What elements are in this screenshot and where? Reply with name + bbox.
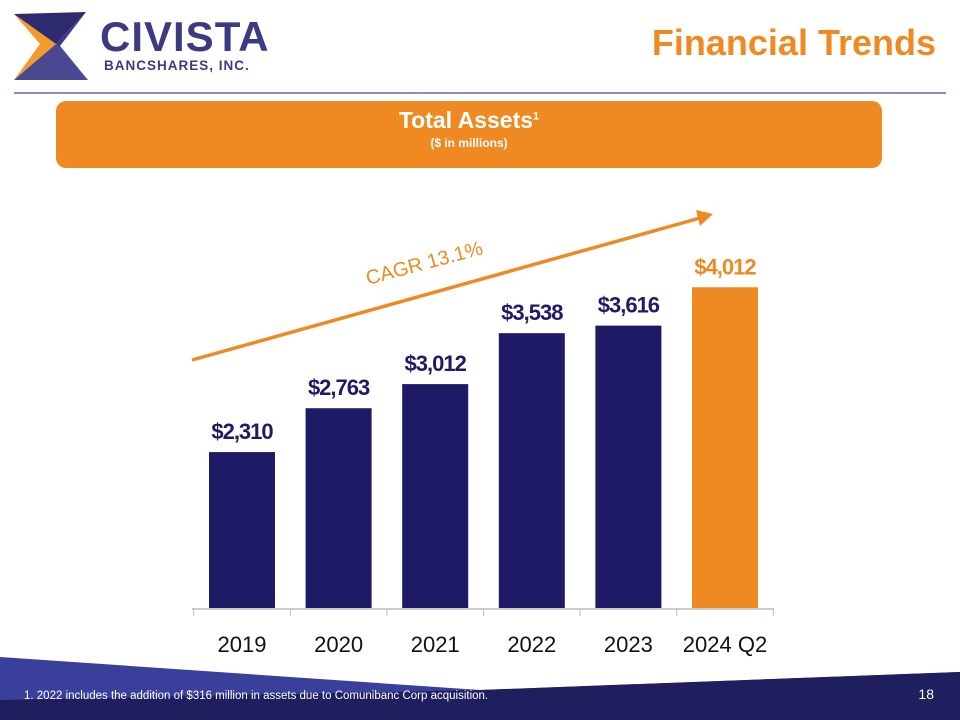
page-title: Financial Trends bbox=[651, 22, 936, 63]
bar-2019 bbox=[209, 452, 275, 608]
banner-subtitle: ($ in millions) bbox=[430, 136, 508, 150]
bar-2021 bbox=[402, 384, 469, 608]
data-label: $4,012 bbox=[694, 254, 756, 279]
logo-mark-icon bbox=[14, 12, 88, 80]
page-number: 18 bbox=[918, 686, 934, 702]
cagr-arrow bbox=[191, 210, 713, 362]
bar-2024-q2 bbox=[692, 287, 758, 608]
logo-name: CIVISTA bbox=[100, 13, 270, 60]
bar-2022 bbox=[498, 333, 565, 608]
data-label: $2,763 bbox=[308, 375, 370, 400]
data-label: $3,538 bbox=[501, 300, 563, 325]
x-tick-label: 2024 Q2 bbox=[683, 632, 767, 657]
chart-banner: Total Assets1 ($ in millions) bbox=[56, 101, 882, 168]
logo-subtitle: BANCSHARES, INC. bbox=[104, 58, 250, 73]
x-tick-label: 2019 bbox=[218, 632, 267, 657]
footnote: 1. 2022 includes the addition of $316 mi… bbox=[24, 690, 489, 702]
footer-band-dark bbox=[400, 672, 960, 720]
bar-2020 bbox=[305, 408, 372, 608]
bar-2023 bbox=[595, 325, 662, 608]
x-tick-label: 2023 bbox=[604, 632, 653, 657]
data-label: $3,012 bbox=[405, 351, 467, 376]
x-tick-label: 2022 bbox=[507, 632, 556, 657]
data-label: $2,310 bbox=[211, 419, 273, 444]
x-tick-label: 2021 bbox=[411, 632, 460, 657]
footnote-marker: 1 bbox=[533, 110, 540, 123]
banner-title-text: Total Assets bbox=[398, 107, 534, 133]
data-label: $3,616 bbox=[598, 293, 660, 318]
banner-title: Total Assets1 bbox=[56, 107, 882, 134]
footer-band-dark-left bbox=[0, 690, 480, 720]
x-tick-label: 2020 bbox=[314, 632, 363, 657]
header-divider bbox=[14, 92, 946, 94]
